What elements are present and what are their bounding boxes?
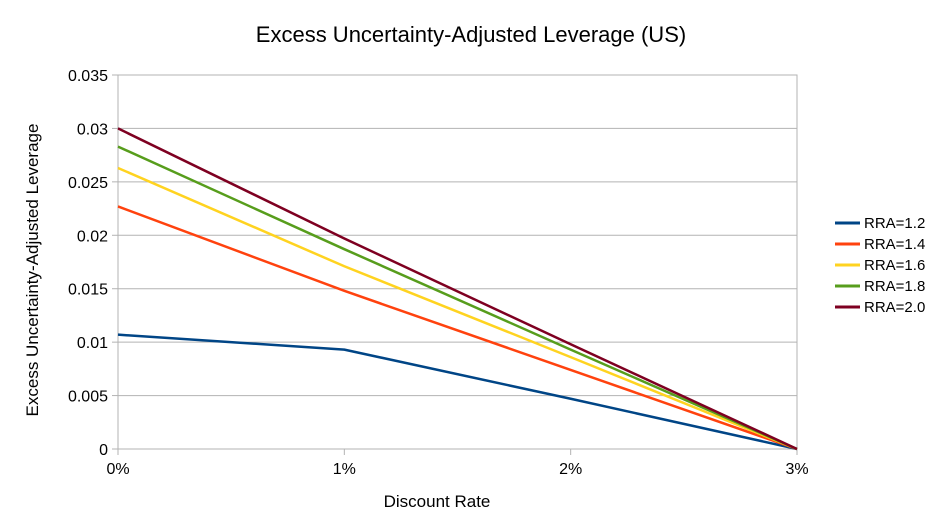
x-tick-label: 0%: [106, 461, 129, 478]
x-tick-label: 2%: [559, 461, 582, 478]
y-axis-ticks: 0 0.005 0.01 0.015 0.02 0.025 0.03 0.035: [68, 68, 118, 459]
y-tick-label: 0.035: [68, 68, 108, 85]
y-tick-label: 0.02: [77, 228, 108, 245]
series-line: [117, 333, 798, 451]
y-tick-label: 0.015: [68, 282, 108, 299]
x-axis-ticks: 0% 1% 2% 3%: [106, 449, 809, 478]
series-line: [117, 166, 798, 451]
y-tick-label: 0.01: [77, 335, 108, 352]
series-line: [117, 205, 798, 451]
plot-area-frame: [117, 74, 798, 450]
chart-title: Excess Uncertainty-Adjusted Leverage (US…: [256, 22, 686, 47]
y-tick-label: 0.005: [68, 389, 108, 406]
series-lines: [117, 127, 798, 451]
y-tick-label: 0.03: [77, 121, 108, 138]
y-tick-label: 0: [99, 442, 108, 459]
gridlines: [118, 74, 797, 450]
x-axis-label: Discount Rate: [384, 492, 491, 511]
series-line: [117, 127, 798, 451]
series-line: [117, 145, 798, 451]
y-axis-label: Excess Uncertainty-Adjusted Leverage: [23, 124, 42, 417]
legend-label: RRA=1.8: [864, 278, 925, 295]
y-tick-label: 0.025: [68, 175, 108, 192]
legend-label: RRA=1.2: [864, 215, 925, 232]
legend-label: RRA=1.6: [864, 257, 925, 274]
legend-label: RRA=1.4: [864, 236, 925, 253]
legend: RRA=1.2 RRA=1.4 RRA=1.6 RRA=1.8 RRA=2.0: [835, 215, 925, 316]
legend-label: RRA=2.0: [864, 299, 925, 316]
x-tick-label: 3%: [785, 461, 808, 478]
x-tick-label: 1%: [333, 461, 356, 478]
